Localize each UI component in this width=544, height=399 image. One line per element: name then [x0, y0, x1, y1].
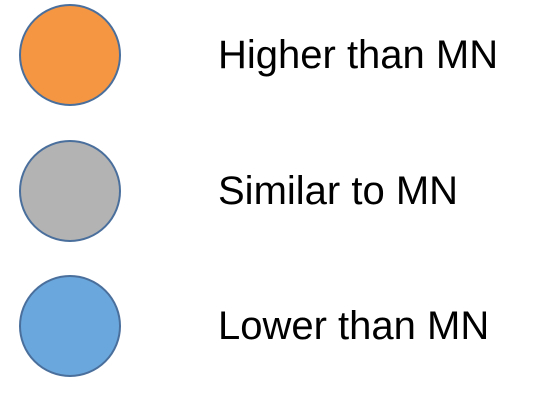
- gray-circle-swatch: [19, 140, 121, 242]
- legend-label-similar: Similar to MN: [218, 169, 459, 213]
- blue-circle-swatch: [19, 275, 121, 377]
- legend-item-similar: Similar to MN: [0, 136, 544, 242]
- legend-item-higher: Higher than MN: [0, 0, 544, 106]
- legend-item-lower: Lower than MN: [0, 271, 544, 377]
- orange-circle-swatch: [19, 4, 121, 106]
- legend-label-lower: Lower than MN: [218, 304, 490, 348]
- legend-label-higher: Higher than MN: [218, 33, 499, 77]
